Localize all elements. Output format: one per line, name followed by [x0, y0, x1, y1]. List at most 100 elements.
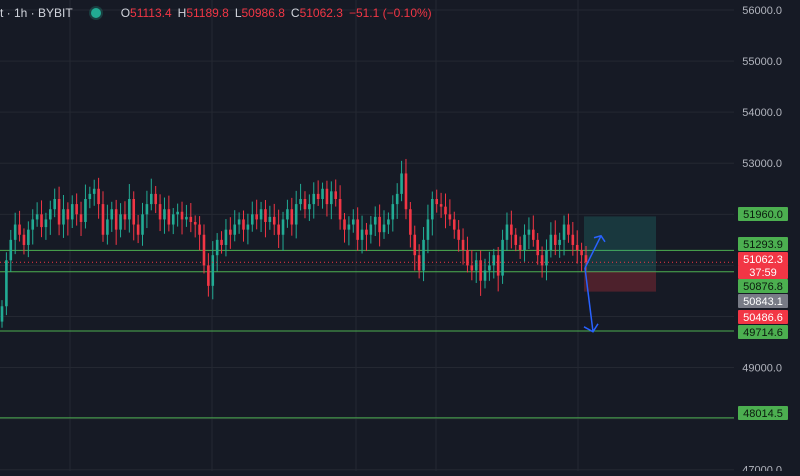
candle-body: [395, 193, 399, 205]
candle-body: [461, 239, 465, 251]
candle-body: [466, 250, 469, 266]
price-tick-label: 55000.0: [742, 56, 782, 68]
candle-body: [185, 216, 188, 220]
candle-body: [9, 239, 13, 261]
price-label-box: [738, 252, 788, 266]
candle-body: [308, 204, 311, 210]
candle-body: [27, 229, 30, 245]
candle-body: [321, 188, 324, 199]
candle-body: [488, 265, 491, 271]
open-value: 51113.4: [130, 6, 172, 20]
candle-body: [167, 209, 171, 225]
candle-body: [404, 173, 408, 210]
candle-body: [13, 224, 17, 240]
high-value: 51189.8: [186, 6, 229, 20]
horizontal-levels[interactable]: [0, 249, 734, 419]
close-label: C: [290, 6, 300, 20]
price-axis-labels: 51960.0 51293.9 51062.337:59 50876.8 50843.1…: [738, 207, 788, 420]
candle-body: [272, 216, 276, 225]
candle-body: [501, 239, 504, 276]
candle-body: [35, 214, 39, 220]
price-tick-label: 49000.0: [742, 363, 782, 375]
candle-body: [391, 204, 395, 220]
low-value: 50986.8: [241, 6, 285, 20]
candle-body: [400, 173, 403, 194]
candle-body: [286, 209, 289, 220]
candle-body: [347, 224, 351, 230]
candle-body: [53, 198, 56, 210]
position-tool[interactable]: [584, 216, 656, 292]
candle-body: [163, 209, 166, 220]
candle-body: [259, 209, 263, 220]
candle-body: [229, 229, 232, 235]
candle-body: [523, 234, 526, 251]
open-label: O: [120, 6, 131, 20]
arrow-down-line[interactable]: [584, 267, 594, 332]
price-label-box: [738, 237, 788, 251]
price-label-text: 51293.9: [743, 239, 783, 251]
candle-body: [255, 214, 258, 220]
candle-body: [128, 198, 131, 220]
projection-arrows[interactable]: [583, 234, 606, 333]
candles: [0, 158, 588, 328]
candle-body: [171, 214, 175, 225]
candle-body: [571, 234, 575, 245]
candle-body: [97, 188, 100, 205]
arrow-up-line[interactable]: [584, 235, 602, 269]
candle-body: [294, 204, 298, 225]
price-tick-label: 53000.0: [742, 158, 782, 170]
candle-body: [492, 255, 496, 266]
candle-body: [290, 209, 294, 225]
arrow-down-head-icon: [583, 323, 599, 333]
candle-body: [514, 234, 518, 245]
candle-body: [119, 214, 122, 230]
candle-body: [505, 224, 509, 240]
candle-body: [378, 216, 381, 233]
candle-body: [325, 188, 329, 205]
candle-body: [545, 250, 548, 266]
loss-zone[interactable]: [584, 271, 656, 292]
candle-body: [277, 224, 280, 235]
price-tick-label: 56000.0: [742, 5, 782, 17]
price-label-box: [738, 310, 788, 324]
price-label-text: 48014.5: [743, 408, 783, 420]
candle-body: [439, 204, 443, 207]
candle-body: [527, 229, 531, 235]
candle-body: [303, 198, 307, 210]
candle-body: [66, 209, 70, 220]
candle-body: [189, 216, 193, 222]
price-label-text: 50876.8: [743, 281, 783, 293]
arrow-up-head-icon: [593, 234, 606, 243]
candle-body: [532, 229, 535, 240]
profit-zone[interactable]: [584, 216, 656, 272]
candle-body: [338, 198, 342, 220]
high-label: H: [177, 6, 187, 20]
candle-body: [549, 234, 553, 251]
candle-body: [510, 224, 513, 235]
candle-body: [343, 219, 346, 230]
candle-body: [382, 224, 386, 233]
horizontal-grid: [0, 9, 734, 471]
price-label-text: 51062.3: [743, 254, 783, 266]
candle-body: [312, 193, 316, 205]
candle-body: [149, 193, 153, 205]
price-label-text: 51960.0: [743, 209, 783, 221]
candle-body: [92, 188, 96, 194]
candle-body: [106, 219, 109, 235]
price-label-box: [738, 279, 788, 293]
symbol-title[interactable]: t · 1h · BYBIT: [0, 6, 73, 20]
price-tick-label: 54000.0: [742, 107, 782, 119]
candle-body: [154, 193, 157, 205]
candle-body: [220, 239, 223, 245]
candle-body: [444, 206, 447, 215]
price-label-box: [738, 325, 788, 339]
price-label-text: 49714.6: [743, 327, 783, 339]
vertical-grid: [69, 0, 579, 471]
candle-body: [330, 191, 333, 205]
price-axis[interactable]: 56000.0 55000.0 54000.0 53000.0 49000.0 47000…: [742, 5, 782, 476]
market-status-icon: [90, 8, 101, 18]
candle-body: [567, 224, 570, 235]
candle-body: [237, 219, 241, 225]
